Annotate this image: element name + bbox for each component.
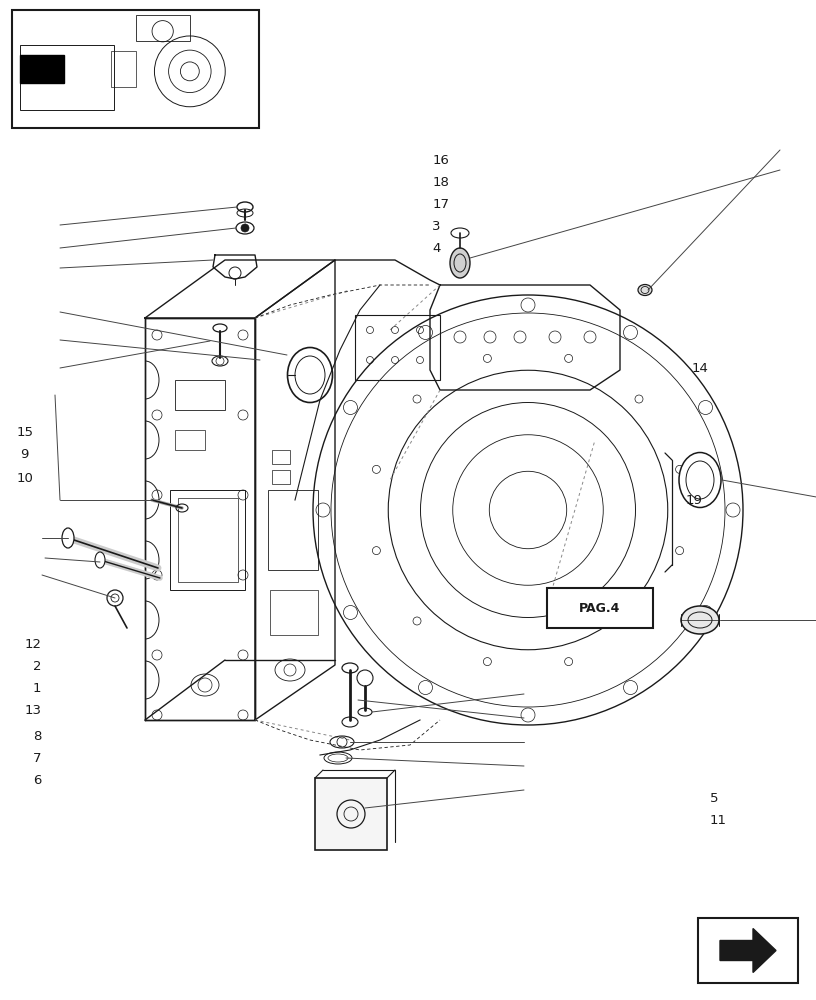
Bar	[270, 590, 318, 635]
Text: 6: 6	[33, 774, 41, 786]
Bar	[175, 380, 225, 410]
Text: 11: 11	[710, 814, 727, 826]
Circle shape	[107, 590, 123, 606]
Bar	[175, 430, 205, 450]
Bar	[135, 15, 190, 41]
Polygon shape	[20, 55, 64, 83]
Text: 5: 5	[710, 792, 718, 804]
Text: 9: 9	[20, 448, 29, 462]
Text: 13: 13	[24, 704, 42, 716]
Bar	[268, 490, 318, 570]
Bar	[698, 918, 798, 983]
Bar	[178, 498, 238, 582]
Bar	[272, 470, 290, 484]
Text: 1: 1	[33, 682, 41, 694]
Text: 14: 14	[692, 361, 709, 374]
Circle shape	[241, 224, 249, 232]
Bar	[355, 315, 440, 380]
Text: 16: 16	[432, 153, 450, 166]
Ellipse shape	[638, 284, 652, 296]
Bar	[170, 490, 245, 590]
Text: 8: 8	[33, 730, 41, 742]
Bar	[111, 51, 135, 87]
Text: 15: 15	[16, 426, 33, 438]
Bar	[12, 10, 259, 128]
Ellipse shape	[681, 606, 719, 634]
Text: 12: 12	[24, 638, 42, 650]
Bar	[315, 778, 387, 850]
Bar	[20, 45, 114, 110]
Text: 4: 4	[432, 241, 441, 254]
Text: 2: 2	[33, 660, 41, 672]
Text: 19: 19	[685, 493, 703, 506]
Ellipse shape	[450, 248, 470, 278]
Polygon shape	[720, 928, 776, 972]
Text: 17: 17	[432, 198, 450, 211]
Ellipse shape	[679, 452, 721, 508]
Text: 10: 10	[16, 472, 33, 485]
Bar	[547, 588, 653, 628]
Ellipse shape	[62, 528, 74, 548]
Text: PAG.4: PAG.4	[579, 601, 620, 614]
Ellipse shape	[95, 552, 105, 568]
Bar	[272, 450, 290, 464]
Text: 7: 7	[33, 752, 41, 764]
Text: 3: 3	[432, 220, 441, 232]
Text: 18: 18	[432, 176, 450, 188]
